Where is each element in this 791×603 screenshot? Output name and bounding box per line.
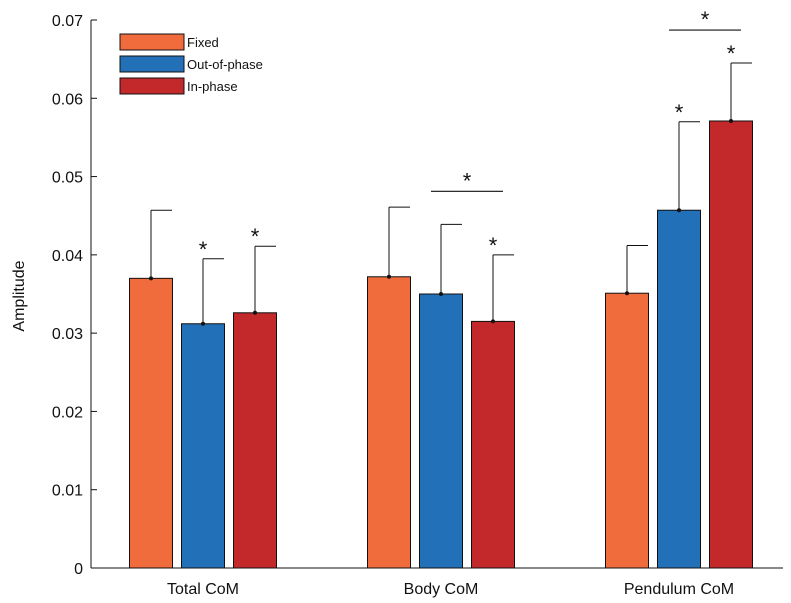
- significance-marker: *: [675, 100, 684, 125]
- bar: [129, 277, 173, 569]
- y-tick-label: 0.03: [52, 326, 83, 343]
- bar: [471, 320, 515, 569]
- significance-marker: *: [727, 41, 736, 66]
- y-tick-label: 0.06: [52, 91, 83, 108]
- legend-swatch: [119, 33, 185, 51]
- bar: [657, 209, 701, 569]
- x-tick-label: Pendulum CoM: [624, 581, 734, 598]
- mean-point: [729, 118, 733, 123]
- mean-point: [387, 274, 391, 279]
- y-tick-label: 0.01: [52, 483, 83, 500]
- bar: [181, 323, 225, 569]
- mean-point: [677, 208, 681, 213]
- significance-marker: *: [199, 237, 208, 262]
- y-tick-label: 0: [74, 561, 83, 578]
- y-tick-label: 0.05: [52, 170, 83, 187]
- legend-swatch: [119, 77, 185, 95]
- plot-area: 0 0.01 0.02 0.03 0.04 0.05 0.06 0.07 * * Total CoM…: [52, 7, 783, 598]
- mean-point: [201, 321, 205, 326]
- bar: [233, 312, 277, 569]
- x-tick-label: Body CoM: [404, 581, 479, 598]
- legend-label: Fixed: [187, 35, 219, 50]
- legend-label: Out-of-phase: [187, 57, 263, 72]
- legend: Fixed Out-of-phase In-phase: [119, 33, 263, 95]
- y-tick-label: 0.07: [52, 13, 83, 30]
- mean-point: [149, 276, 153, 281]
- bar: [419, 293, 463, 569]
- x-tick-label: Total CoM: [167, 581, 239, 598]
- legend-label: In-phase: [187, 79, 238, 94]
- significance-marker: *: [489, 233, 498, 258]
- mean-point: [253, 310, 257, 315]
- comparison-marker: *: [701, 7, 710, 32]
- y-tick-label: 0.04: [52, 248, 83, 265]
- bar: [605, 292, 649, 569]
- mean-point: [439, 292, 443, 296]
- significance-marker: *: [251, 224, 260, 249]
- comparison-marker: *: [463, 168, 472, 193]
- y-axis-label: Amplitude: [11, 260, 28, 331]
- bar: [367, 276, 411, 569]
- legend-swatch: [119, 55, 185, 73]
- mean-point: [625, 291, 629, 296]
- bar: [709, 120, 753, 569]
- y-tick-label: 0.02: [52, 404, 83, 421]
- mean-point: [491, 319, 495, 324]
